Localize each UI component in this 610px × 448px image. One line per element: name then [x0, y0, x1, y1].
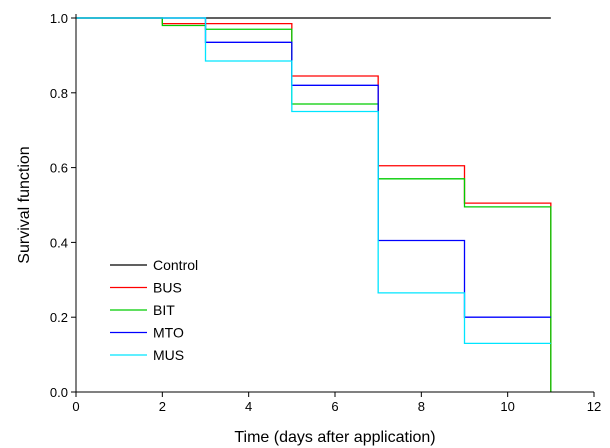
series-line-bit [76, 17, 552, 392]
x-tick-label: 10 [500, 399, 514, 414]
legend-label-bus: BUS [153, 280, 182, 296]
series-line-mto [76, 17, 551, 318]
plot-lines [76, 17, 552, 392]
x-tick-label: 0 [72, 399, 79, 414]
y-tick-label: 0.6 [50, 161, 68, 176]
legend-label-mus: MUS [153, 347, 184, 363]
y-tick-label: 0.4 [50, 235, 68, 250]
y-tick-label: 0.2 [50, 310, 68, 325]
y-tick-label: 0.8 [50, 86, 68, 101]
y-tick-label: 1.0 [50, 11, 68, 26]
series-line-bus [76, 17, 552, 392]
x-tick-label: 8 [418, 399, 425, 414]
axes: 0 2 4 6 8 10 12 0.0 0.2 0.4 0.6 0.8 1.0 [50, 11, 601, 414]
y-axis-label: Survival function [16, 146, 33, 263]
x-axis-label: Time (days after application) [234, 429, 435, 446]
x-tick-label: 12 [587, 399, 601, 414]
legend-label-control: Control [153, 257, 198, 273]
y-tick-label: 0.0 [50, 385, 68, 400]
legend: Control BUS BIT MTO MUS [110, 257, 198, 363]
series-line-mus [76, 17, 551, 345]
x-tick-label: 6 [331, 399, 338, 414]
x-tick-label: 4 [245, 399, 252, 414]
legend-label-mto: MTO [153, 325, 184, 341]
legend-label-bit: BIT [153, 302, 175, 318]
x-tick-label: 2 [159, 399, 166, 414]
